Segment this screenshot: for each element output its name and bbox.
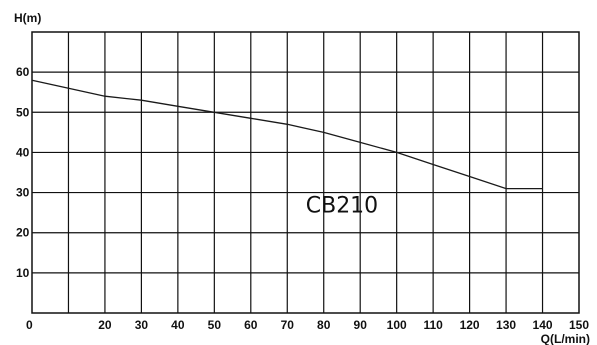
x-tick-label-0: 0 <box>26 318 33 332</box>
y-tick-label-10: 10 <box>16 266 30 280</box>
x-tick-label-110: 110 <box>423 318 443 332</box>
x-tick-label-80: 80 <box>317 318 331 332</box>
x-tick-label-30: 30 <box>135 318 149 332</box>
x-tick-labels: 0 20 30 40 50 60 70 80 90 100 110 120 130 140 150 <box>26 318 589 332</box>
y-tick-labels: 10 20 30 40 50 60 <box>16 65 30 280</box>
x-axis-label: Q(L/min) <box>541 332 590 345</box>
x-tick-label-20: 20 <box>98 318 112 332</box>
y-tick-label-40: 40 <box>16 145 30 159</box>
plot-frame <box>31 31 580 314</box>
y-tick-label-30: 30 <box>16 186 30 200</box>
head-flow-curve <box>31 79 543 190</box>
y-tick-label-50: 50 <box>16 105 30 119</box>
grid <box>32 32 579 313</box>
x-tick-label-130: 130 <box>496 318 516 332</box>
y-axis-label: H(m) <box>14 11 41 25</box>
x-tick-label-40: 40 <box>171 318 185 332</box>
x-tick-label-100: 100 <box>387 318 407 332</box>
y-tick-label-20: 20 <box>16 226 30 240</box>
x-tick-label-60: 60 <box>244 318 258 332</box>
y-tick-label-60: 60 <box>16 65 30 79</box>
x-tick-label-50: 50 <box>208 318 222 332</box>
x-tick-label-150: 150 <box>569 318 589 332</box>
x-tick-label-120: 120 <box>460 318 480 332</box>
x-tick-label-90: 90 <box>354 318 368 332</box>
x-tick-label-70: 70 <box>281 318 295 332</box>
model-label: CB210 <box>306 194 378 219</box>
x-tick-label-140: 140 <box>533 318 553 332</box>
